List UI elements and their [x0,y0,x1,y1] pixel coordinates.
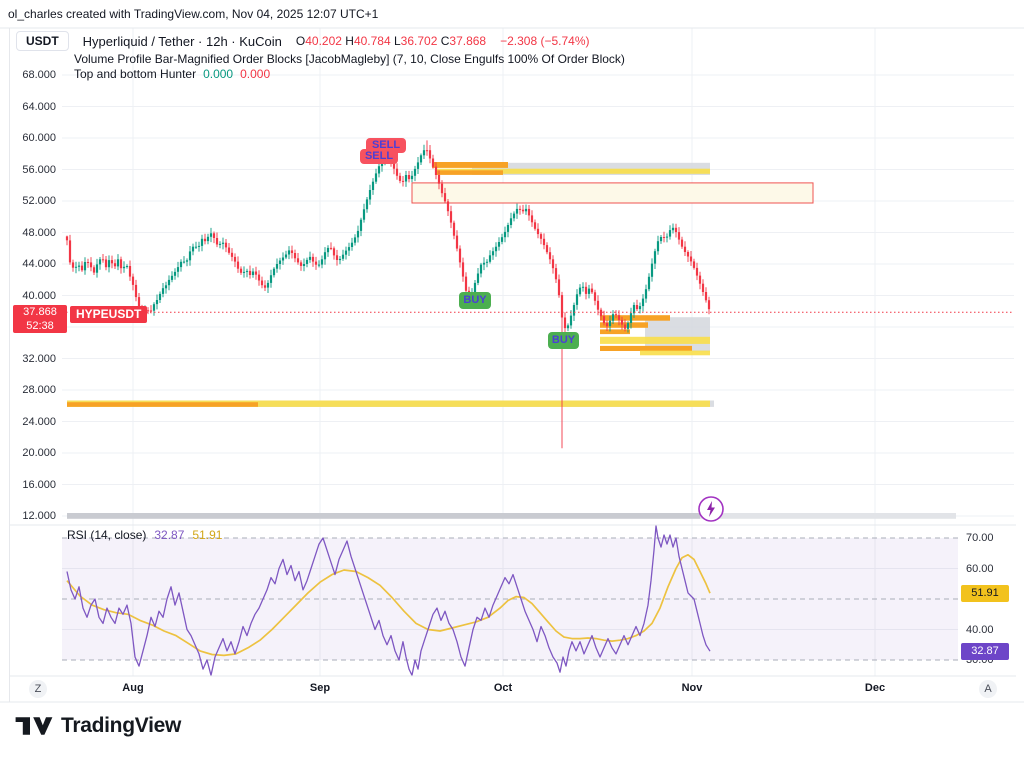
price-axis-label: 52.000 [22,195,56,207]
rsi-ma-value: 51.91 [192,528,223,542]
price-axis-label: 12.000 [22,510,56,522]
symbol-title[interactable]: Hyperliquid / Tether · 12h · KuCoin [82,33,282,49]
price-axis-label: 32.000 [22,353,56,365]
indicator-value-red: 0.000 [240,67,271,81]
indicator-value-green: 0.000 [203,67,234,81]
symbol-tag: HYPEUSDT [70,306,148,323]
buy-signal-label: BUY [548,332,579,349]
price-change: −2.308 (−5.74%) [500,34,590,48]
close-label: C [440,34,450,48]
timezone-button[interactable]: Z [29,680,47,698]
rsi-title: RSI (14, close) [67,528,147,542]
rsi-indicator-legend[interactable]: RSI (14, close) 32.87 51.91 [67,528,222,542]
price-axis-label: 60.000 [22,132,56,144]
buy-signal-label: BUY [459,292,491,309]
tradingview-logo-icon [15,717,53,735]
indicator-name: Top and bottom Hunter [74,67,197,81]
tradingview-logo-text: TradingView [61,714,182,737]
rsi-ma-badge: 51.91 [961,585,1009,602]
low-label: L [393,34,401,48]
symbol-legend-row: USDT Hyperliquid / Tether · 12h · KuCoin… [16,31,590,51]
indicator-legend-top-bottom-hunter[interactable]: Top and bottom Hunter 0.000 0.000 [74,67,270,81]
rsi-value: 32.87 [154,528,185,542]
close-value: 37.868 [449,34,487,48]
time-axis-month-label: Oct [493,682,513,694]
price-axis-label: 44.000 [22,258,56,270]
tradingview-logo[interactable]: TradingView [14,714,181,738]
attribution-text: ol_charles created with TradingView.com,… [8,7,379,21]
currency-button[interactable]: USDT [16,31,69,51]
low-value: 36.702 [400,34,438,48]
rsi-axis-label: 60.00 [966,563,994,575]
price-axis-label: 20.000 [22,447,56,459]
price-axis-label: 16.000 [22,479,56,491]
current-price-badge: 37.868 52:38 [13,305,67,333]
rsi-axis-label: 40.00 [966,624,994,636]
auto-scale-button[interactable]: A [979,680,997,698]
price-axis-label: 68.000 [22,69,56,81]
lightning-bolt-icon[interactable] [697,495,725,523]
ohlc-values: O40.202 H40.784 L36.702 C37.868 [296,34,486,48]
rsi-line-badge: 32.87 [961,643,1009,660]
price-axis-label: 48.000 [22,227,56,239]
price-axis-label: 24.000 [22,416,56,428]
high-label: H [345,34,354,48]
time-axis-month-label: Aug [122,682,144,694]
high-value: 40.784 [353,34,391,48]
price-axis-label: 56.000 [22,164,56,176]
time-axis-month-label: Sep [309,682,331,694]
price-axis-label: 40.000 [22,290,56,302]
rsi-axis-label: 70.00 [966,532,994,544]
open-label: O [295,34,306,48]
bar-countdown: 52:38 [26,320,54,332]
indicator-legend-volume-profile[interactable]: Volume Profile Bar-Magnified Order Block… [74,52,625,66]
price-axis-label: 64.000 [22,101,56,113]
price-axis-label: 28.000 [22,384,56,396]
time-axis-month-label: Nov [681,682,703,694]
open-value: 40.202 [305,34,342,48]
current-price-value: 37.868 [23,306,57,318]
sell-signal-label: SELL [360,149,398,164]
time-axis-month-label: Dec [864,682,886,694]
